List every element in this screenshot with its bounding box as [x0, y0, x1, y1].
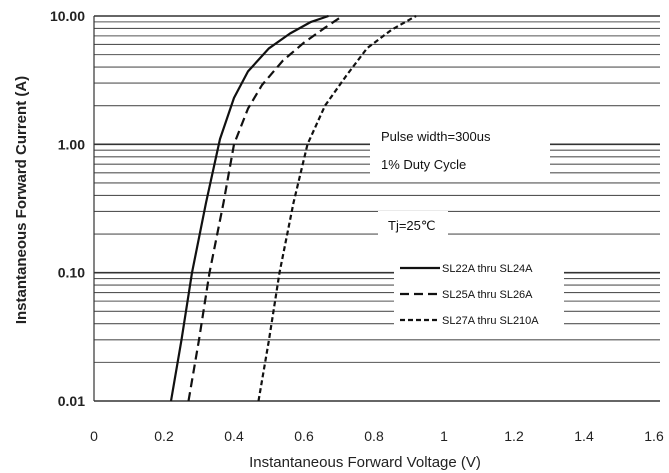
temperature-note-box	[378, 211, 448, 241]
legend-label: SL27A thru SL210A	[442, 315, 539, 327]
x-axis-title: Instantaneous Forward Voltage (V)	[249, 454, 481, 471]
tick-labels: 0 0.2 0.4 0.6 0.8 1 1.2 1.4 1.6 0.01 0.10 1.00 10.00	[50, 8, 664, 444]
series-line	[169, 14, 329, 402]
x-tick-label: 0.2	[154, 428, 174, 444]
x-tick-label: 1.4	[574, 428, 594, 444]
duty-cycle-note: 1% Duty Cycle	[381, 157, 466, 172]
y-tick-label: 10.00	[50, 8, 85, 24]
x-tick-label: 0.4	[224, 428, 244, 444]
x-tick-label: 0.8	[364, 428, 384, 444]
x-tick-label: 1	[440, 428, 448, 444]
data-series	[169, 14, 417, 402]
series-line	[187, 15, 344, 402]
pulse-note-box	[370, 120, 550, 182]
x-tick-label: 1.6	[644, 428, 664, 444]
legend-label: SL25A thru SL26A	[442, 289, 533, 301]
pulse-width-note: Pulse width=300us	[381, 129, 491, 144]
legend-label: SL22A thru SL24A	[442, 263, 533, 275]
y-tick-label: 0.10	[58, 265, 85, 281]
legend: SL22A thru SL24A SL25A thru SL26A SL27A th…	[400, 263, 539, 327]
y-axis-title: Instantaneous Forward Current (A)	[13, 76, 30, 324]
x-tick-label: 1.2	[504, 428, 524, 444]
y-tick-label: 1.00	[58, 136, 85, 152]
x-tick-label: 0.6	[294, 428, 314, 444]
x-tick-label: 0	[90, 428, 98, 444]
series-line	[257, 15, 417, 402]
junction-temperature-note: Tj=25℃	[388, 218, 435, 233]
y-tick-label: 0.01	[58, 393, 85, 409]
